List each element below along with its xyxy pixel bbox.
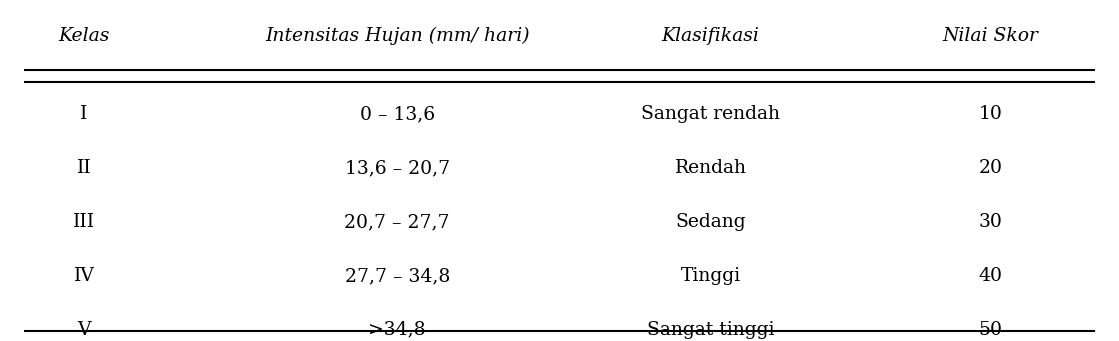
Text: 27,7 – 34,8: 27,7 – 34,8 [345, 267, 450, 285]
Text: II: II [76, 159, 92, 177]
Text: I: I [81, 105, 87, 123]
Text: Sangat rendah: Sangat rendah [641, 105, 780, 123]
Text: Tinggi: Tinggi [680, 267, 741, 285]
Text: 30: 30 [978, 213, 1003, 231]
Text: IV: IV [74, 267, 94, 285]
Text: Nilai Skor: Nilai Skor [942, 27, 1038, 45]
Text: 13,6 – 20,7: 13,6 – 20,7 [345, 159, 450, 177]
Text: 10: 10 [978, 105, 1003, 123]
Text: 20: 20 [978, 159, 1003, 177]
Text: III: III [73, 213, 95, 231]
Text: Intensitas Hujan (mm/ hari): Intensitas Hujan (mm/ hari) [265, 27, 529, 45]
Text: 50: 50 [978, 321, 1003, 339]
Text: Klasifikasi: Klasifikasi [661, 27, 760, 45]
Text: 20,7 – 27,7: 20,7 – 27,7 [345, 213, 450, 231]
Text: Sangat tinggi: Sangat tinggi [647, 321, 774, 339]
Text: Sedang: Sedang [675, 213, 746, 231]
Text: 0 – 13,6: 0 – 13,6 [359, 105, 435, 123]
Text: >34,8: >34,8 [368, 321, 426, 339]
Text: Kelas: Kelas [58, 27, 110, 45]
Text: 40: 40 [978, 267, 1003, 285]
Text: V: V [77, 321, 91, 339]
Text: Rendah: Rendah [675, 159, 746, 177]
